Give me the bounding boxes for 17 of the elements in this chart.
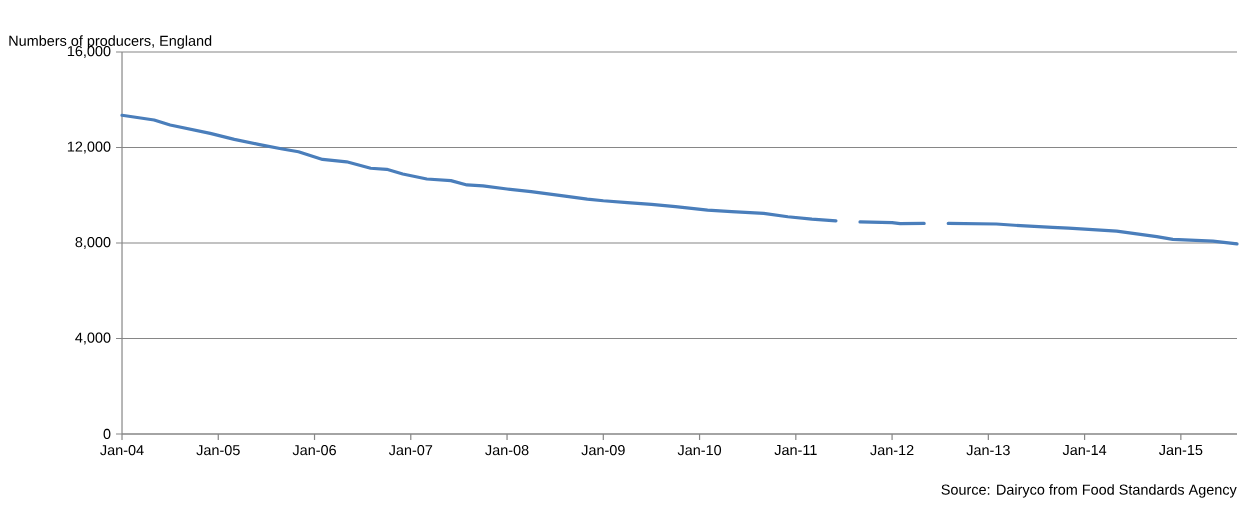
x-tick-label: Jan-04: [100, 444, 144, 456]
y-tick-label: 8,000: [75, 237, 111, 249]
x-tick-label: Jan-15: [1158, 445, 1203, 456]
x-tick-label: Jan-14: [1062, 445, 1107, 456]
y-tick-label: 4,000: [75, 332, 111, 345]
x-tick-label: Jan-10: [677, 444, 722, 456]
y-tick-label: 12,000: [67, 141, 111, 154]
x-tick-label: Jan-13: [966, 444, 1010, 456]
x-tick-label: Jan-11: [774, 445, 817, 456]
x-tick-label: Jan-08: [485, 444, 529, 456]
x-tick-label: Jan-07: [388, 444, 433, 456]
x-tick-label: Jan-06: [292, 444, 336, 456]
source-note: Source: Dairyco from Food Standards Agency: [941, 484, 1237, 498]
x-tick-label: Jan-12: [870, 444, 914, 456]
y-tick-label: 0: [103, 428, 111, 440]
x-tick-label: Jan-05: [196, 444, 240, 456]
x-tick-label: Jan-09: [581, 444, 625, 456]
